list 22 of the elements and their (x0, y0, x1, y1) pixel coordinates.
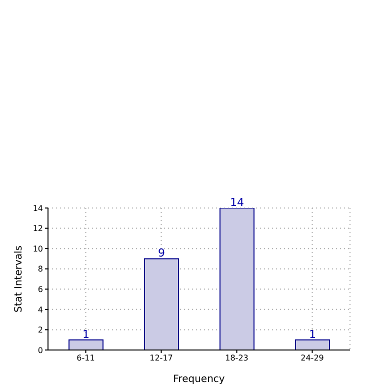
bar (220, 208, 254, 350)
data-label: 9 (158, 246, 165, 260)
y-tick-label: 2 (38, 326, 43, 335)
y-tick-label: 0 (38, 346, 43, 355)
bar (68, 339, 104, 350)
y-tick-label: 10 (32, 244, 43, 254)
data-label: 1 (309, 328, 316, 341)
y-tick-label: 4 (38, 305, 43, 314)
data-label: 1 (82, 328, 90, 341)
x-tick-label: 18-23 (225, 354, 248, 363)
y-tick-label: 14 (32, 204, 43, 213)
data-label: 14 (230, 196, 244, 209)
bar (144, 258, 179, 350)
y-tick-label: 6 (38, 284, 43, 294)
y-tick-label: 12 (32, 224, 43, 234)
x-tick-label: 6-11 (76, 354, 95, 363)
x-axis-title: Frequency (173, 374, 225, 385)
x-tick-label: 24-29 (300, 354, 324, 363)
x-tick-label: 12-17 (150, 354, 173, 363)
y-tick-label: 8 (38, 264, 43, 274)
y-axis-title: Stat Intervals (14, 245, 25, 313)
bar (295, 339, 330, 350)
